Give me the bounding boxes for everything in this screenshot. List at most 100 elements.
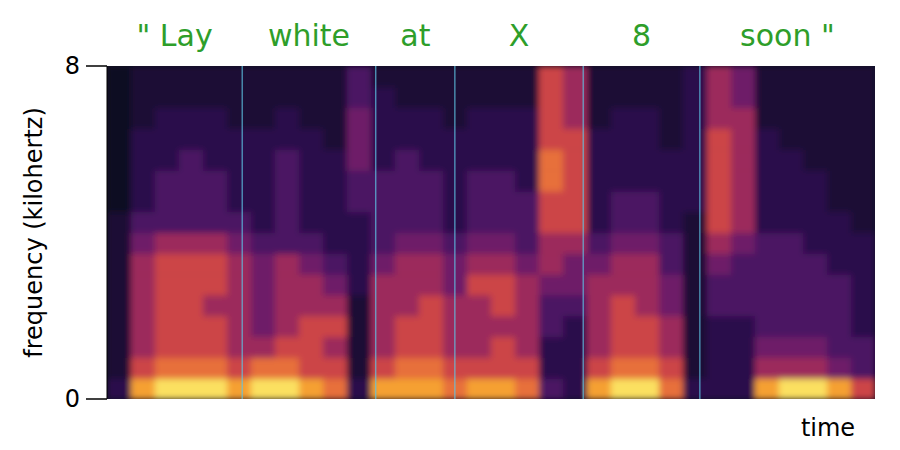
cell — [251, 378, 276, 399]
cell — [347, 149, 372, 170]
cell — [755, 128, 780, 149]
cell — [491, 108, 516, 129]
cell — [203, 295, 228, 316]
cell — [179, 274, 204, 295]
cell — [395, 316, 420, 337]
cell — [827, 378, 852, 399]
cell — [563, 87, 588, 108]
cell — [107, 233, 132, 254]
cell — [299, 295, 324, 316]
cell — [227, 191, 252, 212]
cell — [131, 191, 156, 212]
cell — [515, 274, 540, 295]
cell — [491, 66, 516, 87]
cell — [347, 337, 372, 358]
cell — [179, 212, 204, 233]
cell — [515, 66, 540, 87]
cell — [299, 212, 324, 233]
cell — [755, 233, 780, 254]
cell — [419, 357, 444, 378]
cell — [371, 149, 396, 170]
cell — [539, 170, 564, 191]
cell — [779, 253, 804, 274]
cell — [611, 357, 636, 378]
cell — [131, 253, 156, 274]
cell — [299, 253, 324, 274]
cell — [539, 108, 564, 129]
y-tick — [86, 65, 107, 67]
cell — [347, 170, 372, 191]
cell — [491, 87, 516, 108]
cell — [179, 378, 204, 399]
cell — [107, 274, 132, 295]
cell — [251, 149, 276, 170]
cell — [659, 108, 684, 129]
cell — [203, 191, 228, 212]
word-boundary — [699, 66, 700, 399]
cell — [371, 316, 396, 337]
cell — [371, 295, 396, 316]
cell — [227, 170, 252, 191]
cell — [323, 253, 348, 274]
cell — [731, 274, 756, 295]
cell — [851, 87, 875, 108]
cell — [371, 253, 396, 274]
cell — [203, 357, 228, 378]
cell — [491, 128, 516, 149]
cell — [203, 212, 228, 233]
cell — [755, 378, 780, 399]
cell — [635, 87, 660, 108]
cell — [227, 274, 252, 295]
cell — [827, 337, 852, 358]
cell — [611, 378, 636, 399]
cell — [347, 212, 372, 233]
cell — [155, 66, 180, 87]
cell — [731, 128, 756, 149]
cell — [179, 253, 204, 274]
cell — [251, 233, 276, 254]
cell — [491, 149, 516, 170]
cell — [203, 378, 228, 399]
cell — [419, 337, 444, 358]
cell — [227, 108, 252, 129]
cell — [323, 295, 348, 316]
cell — [827, 108, 852, 129]
cell — [275, 378, 300, 399]
cell — [275, 212, 300, 233]
cell — [299, 357, 324, 378]
cell — [587, 316, 612, 337]
cell — [755, 170, 780, 191]
cell — [635, 337, 660, 358]
cell — [347, 233, 372, 254]
cell — [203, 66, 228, 87]
cell — [275, 170, 300, 191]
cell — [611, 274, 636, 295]
cell — [803, 274, 828, 295]
cell — [755, 212, 780, 233]
cell — [707, 316, 732, 337]
cell — [347, 108, 372, 129]
cell — [179, 357, 204, 378]
cell — [635, 108, 660, 129]
cell — [419, 108, 444, 129]
cell — [347, 316, 372, 337]
cell — [467, 170, 492, 191]
cell — [107, 191, 132, 212]
cell — [851, 316, 875, 337]
cell — [611, 149, 636, 170]
cell — [419, 295, 444, 316]
cell — [683, 253, 708, 274]
cell — [803, 337, 828, 358]
cell — [323, 212, 348, 233]
cell — [131, 66, 156, 87]
cell — [635, 233, 660, 254]
cell — [131, 108, 156, 129]
cell — [755, 108, 780, 129]
cell — [611, 253, 636, 274]
cell — [683, 233, 708, 254]
cell — [299, 274, 324, 295]
cell — [683, 357, 708, 378]
cell — [803, 212, 828, 233]
cell — [779, 170, 804, 191]
cell — [755, 253, 780, 274]
